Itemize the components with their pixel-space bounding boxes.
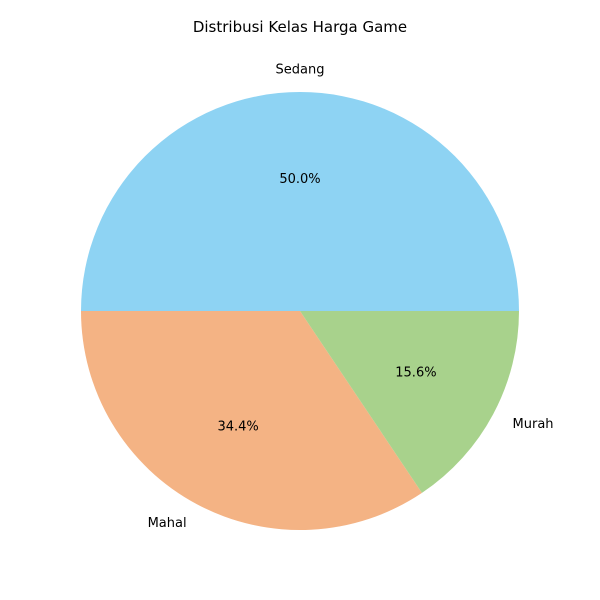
slice-label-murah: Murah: [513, 417, 554, 432]
slice-percent-murah: 15.6%: [395, 365, 436, 380]
pie-slices: [81, 92, 519, 530]
pie-labels: Sedang 50.0% Mahal 34.4% Murah 15.6%: [148, 63, 554, 531]
slice-percent-mahal: 34.4%: [217, 419, 258, 434]
slice-label-mahal: Mahal: [148, 516, 187, 531]
pie-slice-sedang: [81, 92, 519, 311]
pie-slice-mahal: [81, 311, 422, 530]
pie-slice-murah: [300, 311, 519, 493]
chart-title: Distribusi Kelas Harga Game: [193, 18, 407, 36]
slice-label-sedang: Sedang: [276, 63, 325, 78]
slice-percent-sedang: 50.0%: [279, 172, 320, 187]
